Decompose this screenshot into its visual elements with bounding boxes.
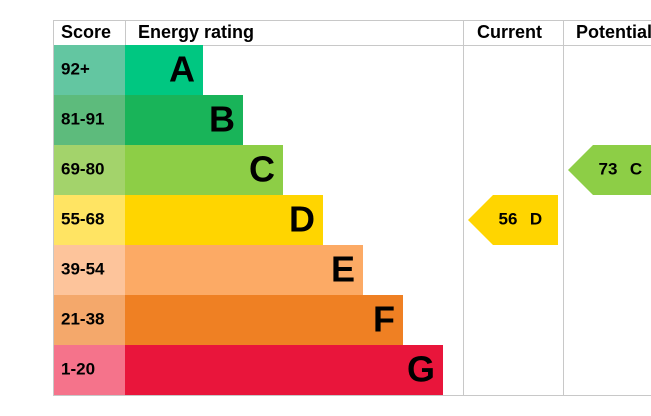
score-range: 92+	[61, 59, 90, 78]
rating-bar	[125, 95, 243, 145]
score-range: 69-80	[61, 159, 104, 178]
rating-letter: A	[169, 49, 195, 90]
header-potential: Potential	[576, 22, 651, 42]
rating-letter: D	[289, 199, 315, 240]
score-range: 39-54	[61, 259, 105, 278]
score-cell	[54, 245, 125, 295]
rating-letter: B	[209, 99, 235, 140]
potential-value: 73	[599, 159, 618, 178]
rating-letter: G	[407, 349, 435, 390]
rating-letter: F	[373, 299, 395, 340]
rating-letter: C	[249, 149, 275, 190]
score-cell	[54, 45, 125, 95]
rating-bar	[125, 295, 403, 345]
rating-bar	[125, 145, 283, 195]
score-range: 21-38	[61, 309, 104, 328]
rating-letter: E	[331, 249, 355, 290]
current-arrow	[468, 195, 558, 245]
header-current: Current	[477, 22, 542, 42]
score-cell	[54, 145, 125, 195]
score-cell	[54, 195, 125, 245]
potential-arrow	[568, 145, 651, 195]
header-rating: Energy rating	[138, 22, 254, 42]
score-cell	[54, 295, 125, 345]
score-range: 81-91	[61, 109, 104, 128]
score-range: 55-68	[61, 209, 104, 228]
score-cell	[54, 95, 125, 145]
rating-bar	[125, 245, 363, 295]
current-letter: D	[530, 209, 542, 228]
score-range: 1-20	[61, 359, 95, 378]
rating-bar	[125, 345, 443, 395]
header-score: Score	[61, 22, 111, 42]
current-value: 56	[499, 209, 518, 228]
score-cell	[54, 345, 125, 395]
rating-bar	[125, 45, 203, 95]
potential-letter: C	[630, 159, 642, 178]
rating-bar	[125, 195, 323, 245]
